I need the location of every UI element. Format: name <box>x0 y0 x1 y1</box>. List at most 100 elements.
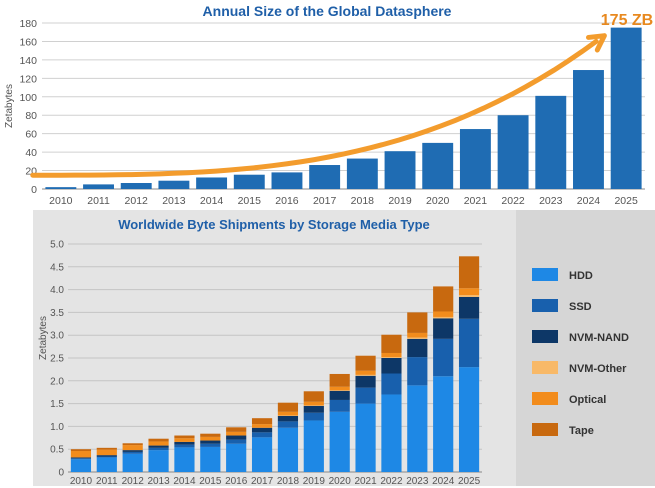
y-tick-label: 3.0 <box>50 331 64 342</box>
bar-segment-optical-2023 <box>407 332 428 338</box>
bar-segment-nvm-nand-2017 <box>251 427 273 433</box>
bar-segment-ssd-2017 <box>251 432 273 438</box>
bar-segment-tape-2015 <box>200 433 221 437</box>
x-tick-label: 2013 <box>147 476 170 487</box>
bar-2011 <box>83 184 114 189</box>
chart-title: Worldwide Byte Shipments by Storage Medi… <box>118 217 430 232</box>
bar-2014 <box>196 177 228 189</box>
legend-label-nvm-other: NVM-Other <box>569 363 627 375</box>
x-tick-label: 2015 <box>199 476 222 487</box>
bar-segment-tape-2017 <box>251 418 273 425</box>
x-tick-label: 2025 <box>614 195 638 206</box>
bar-segment-optical-2024 <box>433 311 454 317</box>
bar-segment-nvm-nand-2015 <box>200 440 221 444</box>
y-tick-label: 60 <box>25 129 37 141</box>
legend-panel <box>516 210 655 486</box>
bar-segment-hdd-2017 <box>251 437 273 472</box>
legend-swatch-ssd <box>532 299 558 312</box>
bar-segment-ssd-2014 <box>174 444 195 448</box>
x-tick-label: 2020 <box>426 195 450 206</box>
bar-segment-tape-2016 <box>226 427 247 432</box>
bar-segment-hdd-2016 <box>226 443 247 472</box>
bar-2018 <box>346 158 378 189</box>
bar-segment-ssd-2020 <box>329 399 350 412</box>
bar-segment-hdd-2014 <box>174 447 195 472</box>
y-tick-label: 160 <box>19 36 37 48</box>
bar-segment-tape-2023 <box>407 312 428 333</box>
bar-2019 <box>384 151 416 189</box>
y-tick-label: 0.5 <box>50 445 64 456</box>
y-tick-label: 100 <box>19 92 37 104</box>
bar-segment-hdd-2010 <box>70 459 92 472</box>
bar-2021 <box>459 129 491 189</box>
bar-segment-nvm-other-2022 <box>381 357 402 358</box>
bar-2025 <box>610 27 642 189</box>
x-tick-label: 2021 <box>354 476 377 487</box>
bar-segment-nvm-nand-2018 <box>277 415 299 422</box>
chart-title: Annual Size of the Global Datasphere <box>203 3 452 19</box>
bar-segment-optical-2013 <box>148 441 169 446</box>
bar-segment-ssd-2013 <box>148 447 169 451</box>
bar-segment-hdd-2019 <box>303 420 324 472</box>
bar-segment-optical-2020 <box>329 386 350 391</box>
legend-swatch-nvm-nand <box>532 330 558 343</box>
bar-segment-ssd-2018 <box>277 421 299 428</box>
x-tick-label: 2021 <box>464 195 488 206</box>
bar-segment-nvm-nand-2016 <box>226 435 247 440</box>
x-tick-label: 2020 <box>329 476 352 487</box>
y-tick-label: 1.0 <box>50 422 64 433</box>
bar-segment-hdd-2011 <box>96 457 117 472</box>
bar-segment-nvm-other-2024 <box>433 316 454 319</box>
bar-segment-hdd-2015 <box>200 446 221 472</box>
y-axis-label: Zetabytes <box>4 84 15 128</box>
bar-segment-nvm-other-2021 <box>355 374 376 376</box>
bar-segment-ssd-2011 <box>96 456 117 458</box>
bar-segment-optical-2010 <box>70 451 92 458</box>
bar-segment-optical-2018 <box>277 411 299 416</box>
bar-segment-hdd-2024 <box>433 376 454 472</box>
bar-segment-tape-2011 <box>96 447 117 450</box>
x-tick-label: 2022 <box>380 476 403 487</box>
growth-arrow <box>30 38 599 178</box>
y-axis-label: Zetabytes <box>38 316 49 360</box>
bar-segment-tape-2021 <box>355 355 376 371</box>
x-tick-label: 2014 <box>200 195 224 206</box>
bar-2012 <box>120 183 152 189</box>
bar-segment-tape-2024 <box>433 286 454 312</box>
bar-segment-hdd-2022 <box>381 394 402 472</box>
bar-segment-nvm-nand-2010 <box>70 457 92 459</box>
x-tick-label: 2023 <box>406 476 429 487</box>
bar-segment-hdd-2021 <box>355 403 376 472</box>
bar-segment-nvm-nand-2011 <box>96 455 117 457</box>
legend-swatch-tape <box>532 423 558 436</box>
y-tick-label: 1.5 <box>50 399 64 410</box>
bar-2024 <box>573 70 604 189</box>
legend-label-ssd: SSD <box>569 301 592 313</box>
bar-segment-optical-2025 <box>458 288 480 296</box>
bar-segment-nvm-nand-2019 <box>303 405 324 413</box>
bar-segment-nvm-nand-2014 <box>174 441 195 445</box>
x-tick-label: 2023 <box>539 195 563 206</box>
x-tick-label: 2011 <box>87 195 110 206</box>
x-tick-label: 2024 <box>432 476 455 487</box>
bar-segment-ssd-2016 <box>226 439 247 444</box>
bar-segment-tape-2019 <box>303 391 324 402</box>
bar-segment-nvm-nand-2025 <box>458 296 480 319</box>
datasphere-chart: Annual Size of the Global Datasphere Zeta… <box>4 3 653 206</box>
bar-segment-nvm-other-2025 <box>458 295 480 297</box>
legend-label-optical: Optical <box>569 394 606 406</box>
bar-segment-nvm-nand-2021 <box>355 375 376 388</box>
bar-segment-nvm-other-2023 <box>407 337 428 339</box>
x-tick-label: 2022 <box>501 195 525 206</box>
y-tick-label: 2.5 <box>50 354 64 365</box>
x-tick-label: 2012 <box>122 476 145 487</box>
x-tick-label: 2019 <box>388 195 412 206</box>
bar-2017 <box>309 165 341 189</box>
bar-2015 <box>233 174 265 189</box>
bar-segment-optical-2011 <box>96 449 117 456</box>
bar-2023 <box>535 95 567 189</box>
x-tick-label: 2013 <box>162 195 186 206</box>
bar-segment-ssd-2015 <box>200 443 221 447</box>
bar-segment-nvm-nand-2012 <box>122 450 143 452</box>
bar-segment-ssd-2012 <box>122 451 143 454</box>
